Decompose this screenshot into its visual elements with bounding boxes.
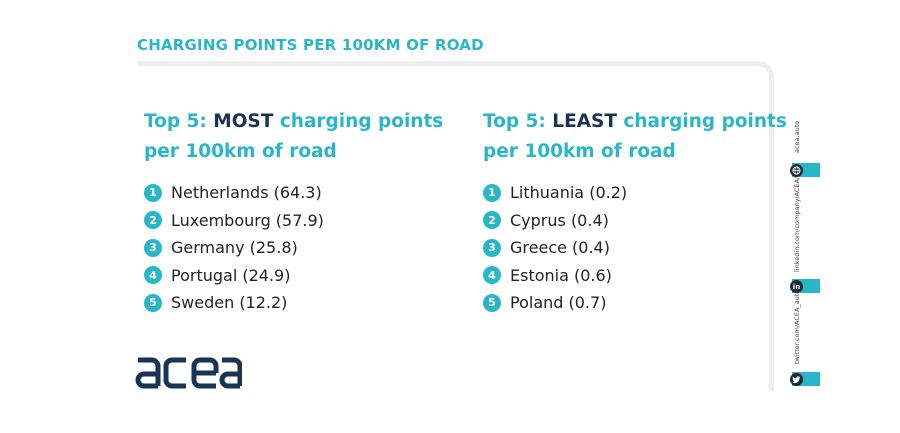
most-heading-line2: per 100km of road <box>144 141 337 162</box>
rank-badge: 5 <box>144 293 162 312</box>
most-heading-strong: MOST <box>213 111 274 132</box>
list-item: 1 Lithuania (0.2) <box>483 179 787 207</box>
list-item: 4 Estonia (0.6) <box>483 262 787 290</box>
list-item: 5 Sweden (12.2) <box>144 289 443 317</box>
page-title: CHARGING POINTS PER 100KM OF ROAD <box>137 36 484 54</box>
rank-badge: 3 <box>144 238 162 257</box>
globe-icon <box>790 164 803 177</box>
twitter-text: twitter.com/ACEA_auto <box>793 289 801 364</box>
linkedin-icon: in <box>790 280 803 293</box>
rank-badge: 4 <box>144 266 162 285</box>
rank-badge: 5 <box>483 293 501 312</box>
rank-badge: 2 <box>483 211 501 230</box>
rank-badge: 4 <box>483 266 501 285</box>
most-column: Top 5: MOST charging points per 100km of… <box>144 107 443 317</box>
list-item: 3 Greece (0.4) <box>483 234 787 262</box>
most-heading: Top 5: MOST charging points per 100km of… <box>144 107 443 167</box>
list-item-label: Portugal (24.9) <box>171 265 291 285</box>
list-item: 2 Luxembourg (57.9) <box>144 207 443 235</box>
most-heading-suffix: charging points <box>273 111 444 132</box>
least-column: Top 5: LEAST charging points per 100km o… <box>483 107 787 317</box>
list-item-label: Poland (0.7) <box>510 293 607 313</box>
list-item-label: Netherlands (64.3) <box>171 183 322 203</box>
rank-badge: 3 <box>483 238 501 257</box>
content-frame <box>137 61 774 391</box>
rank-badge: 2 <box>144 211 162 230</box>
acea-logo <box>135 357 242 389</box>
list-item: 4 Portugal (24.9) <box>144 262 443 290</box>
rank-badge: 1 <box>144 183 162 202</box>
list-item-label: Cyprus (0.4) <box>510 210 609 230</box>
list-item-label: Estonia (0.6) <box>510 265 612 285</box>
least-heading: Top 5: LEAST charging points per 100km o… <box>483 107 787 167</box>
list-item-label: Sweden (12.2) <box>171 293 288 313</box>
linkedin-text: linkedin.com/company/ACEA/ <box>793 176 801 272</box>
least-heading-prefix: Top 5: <box>483 111 553 132</box>
list-item: 2 Cyprus (0.4) <box>483 207 787 235</box>
list-item-label: Germany (25.8) <box>171 238 298 258</box>
list-item-label: Luxembourg (57.9) <box>171 210 324 230</box>
least-list: 1 Lithuania (0.2) 2 Cyprus (0.4) 3 Greec… <box>483 179 787 317</box>
list-item: 5 Poland (0.7) <box>483 289 787 317</box>
website-text: acea.auto <box>793 120 801 153</box>
list-item: 1 Netherlands (64.3) <box>144 179 443 207</box>
least-heading-strong: LEAST <box>552 111 617 132</box>
list-item: 3 Germany (25.8) <box>144 234 443 262</box>
list-item-label: Greece (0.4) <box>510 238 610 258</box>
least-heading-suffix: charging points <box>616 111 787 132</box>
most-list: 1 Netherlands (64.3) 2 Luxembourg (57.9)… <box>144 179 443 317</box>
least-heading-line2: per 100km of road <box>483 141 676 162</box>
most-heading-prefix: Top 5: <box>144 111 214 132</box>
list-item-label: Lithuania (0.2) <box>510 183 628 203</box>
twitter-icon <box>790 373 803 386</box>
rank-badge: 1 <box>483 183 501 202</box>
frame-end-cap <box>768 384 774 390</box>
